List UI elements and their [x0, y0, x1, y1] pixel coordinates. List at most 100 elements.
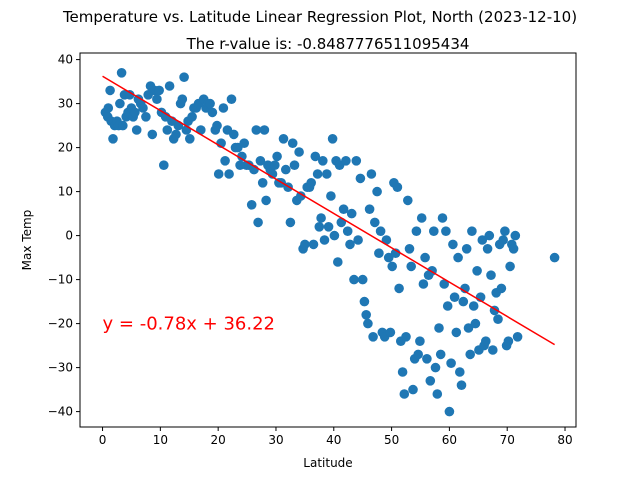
- data-point: [239, 138, 249, 148]
- data-point: [486, 270, 496, 281]
- data-point: [468, 301, 479, 311]
- data-point: [108, 134, 118, 144]
- x-tick-label: 30: [268, 433, 283, 447]
- data-point: [448, 239, 458, 250]
- data-point: [372, 186, 382, 197]
- data-point: [415, 336, 425, 347]
- data-point: [375, 226, 386, 236]
- data-point: [177, 94, 188, 104]
- data-point: [498, 235, 509, 245]
- data-point: [255, 156, 266, 166]
- y-axis-label: Max Temp: [20, 210, 34, 271]
- data-point: [437, 213, 448, 223]
- data-point: [430, 362, 441, 373]
- data-point: [103, 103, 114, 113]
- data-point: [319, 235, 330, 245]
- data-point: [500, 226, 510, 236]
- data-point: [406, 261, 417, 272]
- data-point: [493, 314, 503, 325]
- data-point: [287, 138, 298, 148]
- data-point: [549, 252, 560, 263]
- chart-subtitle: The r-value is: -0.8487776511095434: [186, 35, 470, 53]
- data-point: [326, 191, 336, 201]
- data-point: [246, 200, 257, 210]
- data-point: [403, 195, 413, 206]
- data-point: [422, 354, 432, 364]
- data-point: [261, 195, 271, 206]
- data-point: [310, 151, 321, 162]
- data-point: [229, 129, 239, 140]
- data-point: [341, 156, 351, 166]
- data-point: [131, 125, 142, 135]
- data-point: [124, 90, 135, 100]
- data-point: [482, 244, 493, 254]
- data-point: [162, 125, 173, 135]
- data-point: [237, 151, 247, 162]
- data-point: [353, 235, 363, 245]
- y-tick-label: −40: [48, 405, 73, 419]
- data-point: [456, 380, 467, 391]
- x-tick-label: 20: [211, 433, 226, 447]
- data-point: [218, 103, 229, 113]
- x-tick-label: 80: [557, 433, 572, 447]
- data-point: [357, 274, 368, 285]
- data-point: [213, 169, 224, 179]
- data-point: [152, 94, 162, 104]
- data-point: [272, 151, 282, 162]
- data-point: [205, 98, 215, 109]
- data-point: [312, 169, 323, 179]
- data-point: [416, 213, 427, 223]
- data-point: [510, 230, 521, 241]
- x-tick-label: 60: [442, 433, 457, 447]
- data-point: [308, 239, 319, 250]
- data-point: [467, 226, 477, 236]
- data-point: [355, 173, 366, 184]
- data-point: [413, 349, 424, 360]
- data-point: [484, 230, 495, 241]
- x-tick-label: 10: [153, 433, 168, 447]
- data-point: [270, 160, 280, 170]
- y-tick-label: −20: [48, 317, 73, 331]
- data-point: [346, 208, 357, 219]
- regression-line: [102, 75, 555, 346]
- data-point: [432, 389, 443, 399]
- x-axis-label: Latitude: [303, 456, 352, 470]
- data-point: [425, 376, 436, 386]
- y-tick-label: 30: [58, 97, 73, 111]
- data-point: [366, 169, 377, 179]
- data-point: [220, 156, 230, 166]
- x-tick-label: 70: [500, 433, 515, 447]
- data-point: [374, 248, 384, 258]
- data-point: [253, 217, 263, 228]
- data-point: [444, 406, 455, 417]
- data-point: [370, 217, 380, 228]
- data-point: [207, 107, 218, 118]
- y-tick-label: 10: [58, 185, 73, 199]
- data-point: [318, 156, 328, 166]
- data-point: [251, 125, 262, 135]
- data-point: [404, 244, 415, 254]
- data-point: [442, 301, 453, 311]
- data-point: [314, 222, 325, 232]
- data-point: [345, 239, 355, 250]
- data-point: [164, 81, 175, 91]
- y-tick-label: −30: [48, 361, 73, 375]
- data-point: [399, 389, 410, 399]
- axis-ticks: 0 10 20 30 40 50 60 70 80 −40 −30 −20 −10 0 10 20 30 40: [48, 53, 573, 447]
- chart-title: Temperature vs. Latitude Linear Regressi…: [62, 8, 577, 26]
- data-point: [401, 332, 411, 342]
- data-point: [173, 120, 184, 131]
- data-point: [408, 384, 418, 395]
- data-point: [503, 336, 514, 347]
- data-point: [429, 226, 439, 236]
- data-point: [224, 169, 234, 179]
- data-point: [130, 107, 140, 118]
- data-point: [441, 226, 451, 236]
- data-point: [385, 327, 396, 338]
- data-point: [364, 204, 375, 214]
- data-point: [394, 283, 404, 294]
- data-point: [141, 112, 151, 122]
- data-point: [327, 134, 338, 144]
- data-point: [359, 296, 370, 307]
